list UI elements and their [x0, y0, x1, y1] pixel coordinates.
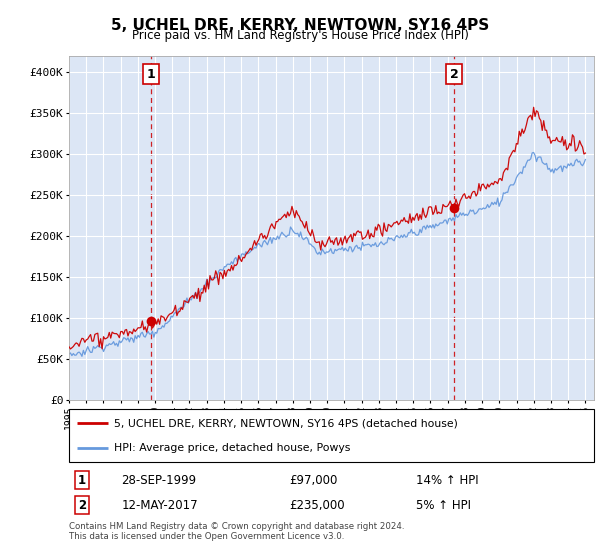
Text: 12-MAY-2017: 12-MAY-2017 — [121, 499, 198, 512]
Text: 5, UCHEL DRE, KERRY, NEWTOWN, SY16 4PS (detached house): 5, UCHEL DRE, KERRY, NEWTOWN, SY16 4PS (… — [113, 418, 458, 428]
Text: HPI: Average price, detached house, Powys: HPI: Average price, detached house, Powy… — [113, 442, 350, 452]
Text: 1: 1 — [78, 474, 86, 487]
Text: 2: 2 — [78, 499, 86, 512]
Text: 2: 2 — [449, 68, 458, 81]
Text: 28-SEP-1999: 28-SEP-1999 — [121, 474, 197, 487]
Text: 5% ↑ HPI: 5% ↑ HPI — [415, 499, 470, 512]
Text: Contains HM Land Registry data © Crown copyright and database right 2024.
This d: Contains HM Land Registry data © Crown c… — [69, 522, 404, 542]
Text: £235,000: £235,000 — [290, 499, 345, 512]
Text: 1: 1 — [146, 68, 155, 81]
Text: 14% ↑ HPI: 14% ↑ HPI — [415, 474, 478, 487]
Text: 5, UCHEL DRE, KERRY, NEWTOWN, SY16 4PS: 5, UCHEL DRE, KERRY, NEWTOWN, SY16 4PS — [111, 18, 489, 33]
Text: £97,000: £97,000 — [290, 474, 338, 487]
Text: Price paid vs. HM Land Registry's House Price Index (HPI): Price paid vs. HM Land Registry's House … — [131, 29, 469, 42]
